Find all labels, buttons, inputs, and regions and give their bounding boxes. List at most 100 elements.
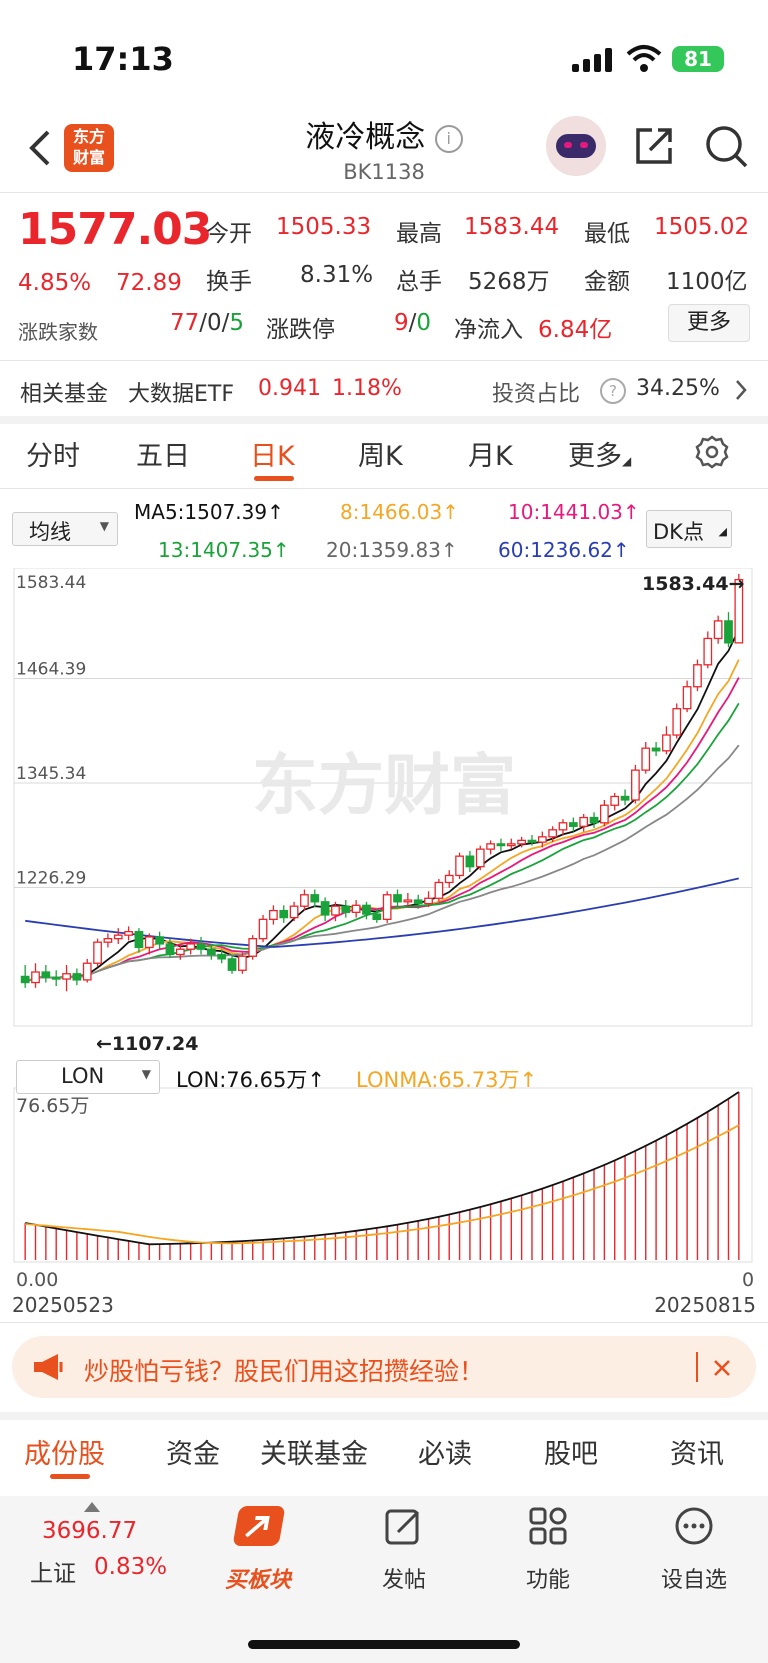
banner-text[interactable]: 炒股怕亏钱？股民们用这招攒经验！ bbox=[84, 1352, 484, 1388]
breadth-value: 77/0/5 bbox=[170, 310, 244, 336]
nav-watchlist[interactable]: 设自选 bbox=[634, 1562, 754, 1594]
dk-point-button[interactable]: DK点 ◢ bbox=[646, 510, 732, 548]
grid-icon[interactable] bbox=[528, 1506, 568, 1546]
candle-body bbox=[21, 976, 28, 982]
candle-body bbox=[63, 974, 70, 979]
candle-body bbox=[435, 882, 442, 898]
candle-body bbox=[135, 932, 142, 948]
tab-forum[interactable]: 股吧 bbox=[544, 1432, 598, 1471]
candle-body bbox=[177, 949, 184, 954]
candle-body bbox=[249, 939, 256, 957]
candle-body bbox=[580, 818, 587, 827]
buy-sector-icon[interactable] bbox=[232, 1506, 285, 1546]
nav-functions[interactable]: 功能 bbox=[488, 1562, 608, 1594]
index-pct: 0.83% bbox=[94, 1554, 167, 1580]
more-button[interactable]: 更多 bbox=[668, 304, 750, 342]
candle-body bbox=[84, 963, 91, 980]
fund-name[interactable]: 大数据ETF bbox=[128, 376, 234, 408]
change-pct: 4.85% bbox=[18, 270, 91, 296]
open-value: 1505.33 bbox=[276, 214, 371, 240]
lon-value: LON:76.65万↑ bbox=[176, 1064, 325, 1094]
change-value: 72.89 bbox=[116, 270, 182, 296]
candle-body bbox=[518, 840, 525, 844]
ma13-value: 13:1407.35↑ bbox=[158, 538, 290, 562]
candle-body bbox=[115, 935, 122, 939]
lon-selector[interactable]: LON ▼ bbox=[16, 1060, 160, 1094]
candle-body bbox=[404, 900, 411, 902]
candle-body bbox=[414, 900, 421, 904]
tab-constituents[interactable]: 成份股 bbox=[24, 1432, 105, 1471]
share-icon[interactable] bbox=[632, 124, 676, 168]
candle-body bbox=[259, 919, 266, 938]
assistant-avatar[interactable] bbox=[546, 116, 606, 176]
tab-funds[interactable]: 资金 bbox=[166, 1432, 220, 1471]
candle-body bbox=[601, 805, 608, 823]
candle-body bbox=[477, 849, 484, 867]
tab-must-read[interactable]: 必读 bbox=[418, 1432, 472, 1471]
search-icon[interactable] bbox=[704, 124, 750, 170]
kline-chart[interactable]: 东方财富 1583.44 1464.39 1345.34 1226.29 1583.4… bbox=[0, 568, 768, 1320]
nav-post[interactable]: 发帖 bbox=[344, 1562, 464, 1594]
more-circle-icon[interactable] bbox=[674, 1506, 714, 1546]
candle-body bbox=[166, 944, 173, 955]
chevron-right-icon[interactable] bbox=[734, 378, 748, 402]
tab-weekly-k[interactable]: 周K bbox=[358, 434, 403, 473]
low-annotation: ←1107.24 bbox=[96, 1033, 198, 1055]
ma-selector[interactable]: 均线 ▼ bbox=[12, 512, 118, 546]
candle-body bbox=[342, 906, 349, 912]
amount-label: 金额 bbox=[584, 262, 630, 296]
candle-body bbox=[714, 621, 721, 639]
close-icon[interactable] bbox=[712, 1358, 732, 1378]
ma60-line bbox=[25, 878, 739, 947]
lonma-line bbox=[25, 1125, 739, 1243]
candle-body bbox=[52, 977, 59, 979]
candle-body bbox=[590, 818, 597, 823]
tab-related-funds[interactable]: 关联基金 bbox=[260, 1432, 368, 1471]
candle-body bbox=[156, 937, 163, 944]
watermark: 东方财富 bbox=[252, 747, 516, 824]
tab-monthly-k[interactable]: 月K bbox=[468, 434, 513, 473]
candle-body bbox=[146, 937, 153, 948]
breadth-label: 涨跌家数 bbox=[18, 316, 98, 345]
ratio-label: 投资占比 bbox=[492, 376, 580, 408]
tab-daily-k[interactable]: 日K bbox=[250, 434, 295, 473]
tab-intraday[interactable]: 分时 bbox=[26, 434, 80, 473]
y-tick-label: 1226.29 bbox=[16, 869, 86, 889]
banner-divider bbox=[696, 1352, 698, 1382]
compose-icon[interactable] bbox=[384, 1506, 424, 1546]
fund-pct: 1.18% bbox=[332, 376, 402, 401]
tab-indicator bbox=[50, 1474, 90, 1479]
nav-buy-sector[interactable]: 买板块 bbox=[198, 1562, 318, 1594]
gear-icon[interactable] bbox=[694, 434, 730, 470]
candle-body bbox=[704, 638, 711, 664]
tab-more[interactable]: 更多◢ bbox=[568, 434, 631, 473]
signal-icon bbox=[572, 48, 614, 72]
candle-body bbox=[373, 914, 380, 919]
tab-five-day[interactable]: 五日 bbox=[136, 434, 190, 473]
megaphone-icon bbox=[32, 1352, 66, 1382]
index-value: 3696.77 bbox=[42, 1518, 137, 1544]
candle-body bbox=[187, 944, 194, 949]
candle-body bbox=[280, 911, 287, 918]
candle-body bbox=[456, 856, 463, 875]
tab-news[interactable]: 资讯 bbox=[670, 1432, 724, 1471]
candle-body bbox=[528, 840, 535, 842]
candle-body bbox=[290, 906, 297, 917]
inflow-label: 净流入 bbox=[454, 310, 523, 344]
info-icon[interactable]: i bbox=[435, 125, 463, 153]
candle-body bbox=[683, 687, 690, 709]
ma20-value: 20:1359.83↑ bbox=[326, 538, 458, 562]
lon-plot-frame bbox=[14, 1088, 752, 1262]
wifi-icon bbox=[626, 44, 662, 74]
candle-body bbox=[466, 856, 473, 867]
candle-body bbox=[497, 844, 504, 846]
candle-body bbox=[725, 621, 732, 643]
volume-label: 总手 bbox=[396, 262, 442, 296]
index-widget[interactable]: 3696.77 上证 0.83% bbox=[0, 1496, 180, 1616]
candle-body bbox=[228, 959, 235, 970]
tab-indicator bbox=[254, 476, 294, 481]
candle-body bbox=[218, 954, 225, 958]
candle-body bbox=[42, 972, 49, 977]
candle-body bbox=[301, 895, 308, 906]
help-icon[interactable]: ? bbox=[600, 378, 626, 404]
